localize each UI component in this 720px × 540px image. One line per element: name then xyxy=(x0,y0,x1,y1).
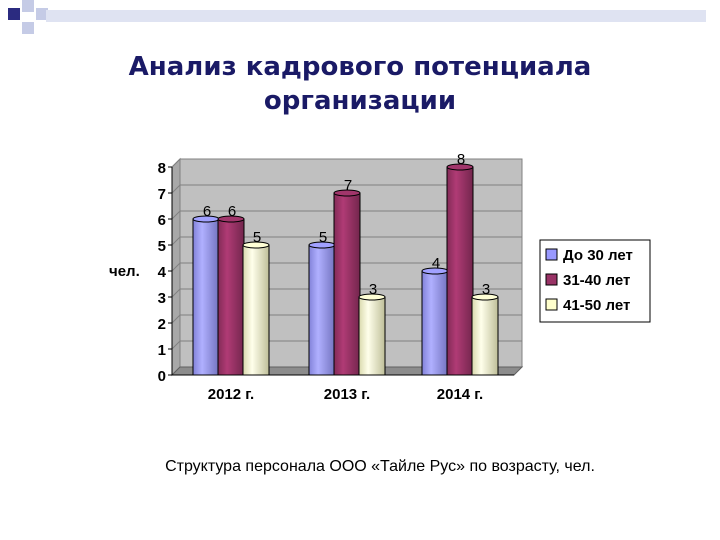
data-label: 6 xyxy=(203,203,211,220)
gridline-side xyxy=(171,262,181,272)
gridline-side xyxy=(171,158,181,168)
legend xyxy=(539,239,651,323)
bar xyxy=(446,166,474,376)
bar-top xyxy=(358,293,386,301)
x-tick-label: 2013 г. xyxy=(324,386,370,403)
corner-decoration xyxy=(8,0,706,34)
bar-top xyxy=(446,163,474,171)
legend-swatch xyxy=(545,298,558,311)
data-label: 3 xyxy=(369,281,377,298)
gridline-side xyxy=(171,288,181,298)
y-tick-label: 0 xyxy=(158,368,166,385)
page-title: Анализ кадрового потенциала организации xyxy=(60,50,660,118)
bar xyxy=(308,244,336,376)
x-tick-label: 2012 г. xyxy=(208,386,254,403)
decor-square xyxy=(36,8,48,20)
gridline-side xyxy=(171,314,181,324)
data-label: 8 xyxy=(457,151,465,168)
y-tick-label: 4 xyxy=(158,264,167,281)
gridline-side xyxy=(171,236,181,246)
title-line-2: организации xyxy=(263,86,457,116)
y-tick-label: 7 xyxy=(158,186,166,203)
y-tick-label: 3 xyxy=(158,290,166,307)
legend-swatch xyxy=(545,273,558,286)
y-tick-label: 1 xyxy=(158,342,166,359)
bar xyxy=(217,218,245,376)
legend-label: 31-40 лет xyxy=(563,272,630,289)
bar-top xyxy=(471,293,499,301)
data-label: 5 xyxy=(253,229,261,246)
y-axis-label: чел. xyxy=(109,263,140,280)
bar xyxy=(242,244,270,376)
bar-top xyxy=(333,189,361,197)
legend-swatch xyxy=(545,248,558,261)
decor-square xyxy=(22,0,34,12)
bar xyxy=(358,296,386,376)
legend-label: 41-50 лет xyxy=(563,297,630,314)
gridline-side xyxy=(171,340,181,350)
gridline-side xyxy=(171,184,181,194)
data-label: 4 xyxy=(432,255,440,272)
y-tick-label: 5 xyxy=(158,238,166,255)
bar xyxy=(421,270,449,376)
data-label: 7 xyxy=(344,177,352,194)
bar xyxy=(471,296,499,376)
x-tick-label: 2014 г. xyxy=(437,386,483,403)
decor-line xyxy=(46,10,706,22)
data-label: 3 xyxy=(482,281,490,298)
y-tick-label: 2 xyxy=(158,316,166,333)
decor-square xyxy=(22,22,34,34)
legend-label: До 30 лет xyxy=(563,247,633,264)
chart-caption: Структура персонала ООО «Тайле Рус» по в… xyxy=(165,458,595,475)
y-tick-label: 8 xyxy=(158,160,166,177)
title-line-1: Анализ кадрового потенциала xyxy=(128,52,592,82)
data-label: 5 xyxy=(319,229,327,246)
gridline-side xyxy=(171,210,181,220)
bar xyxy=(333,192,361,376)
decor-square xyxy=(8,8,20,20)
bar-top xyxy=(242,241,270,249)
bar xyxy=(192,218,220,376)
bar-top xyxy=(217,215,245,223)
y-tick-label: 6 xyxy=(158,212,166,229)
data-label: 6 xyxy=(228,203,236,220)
